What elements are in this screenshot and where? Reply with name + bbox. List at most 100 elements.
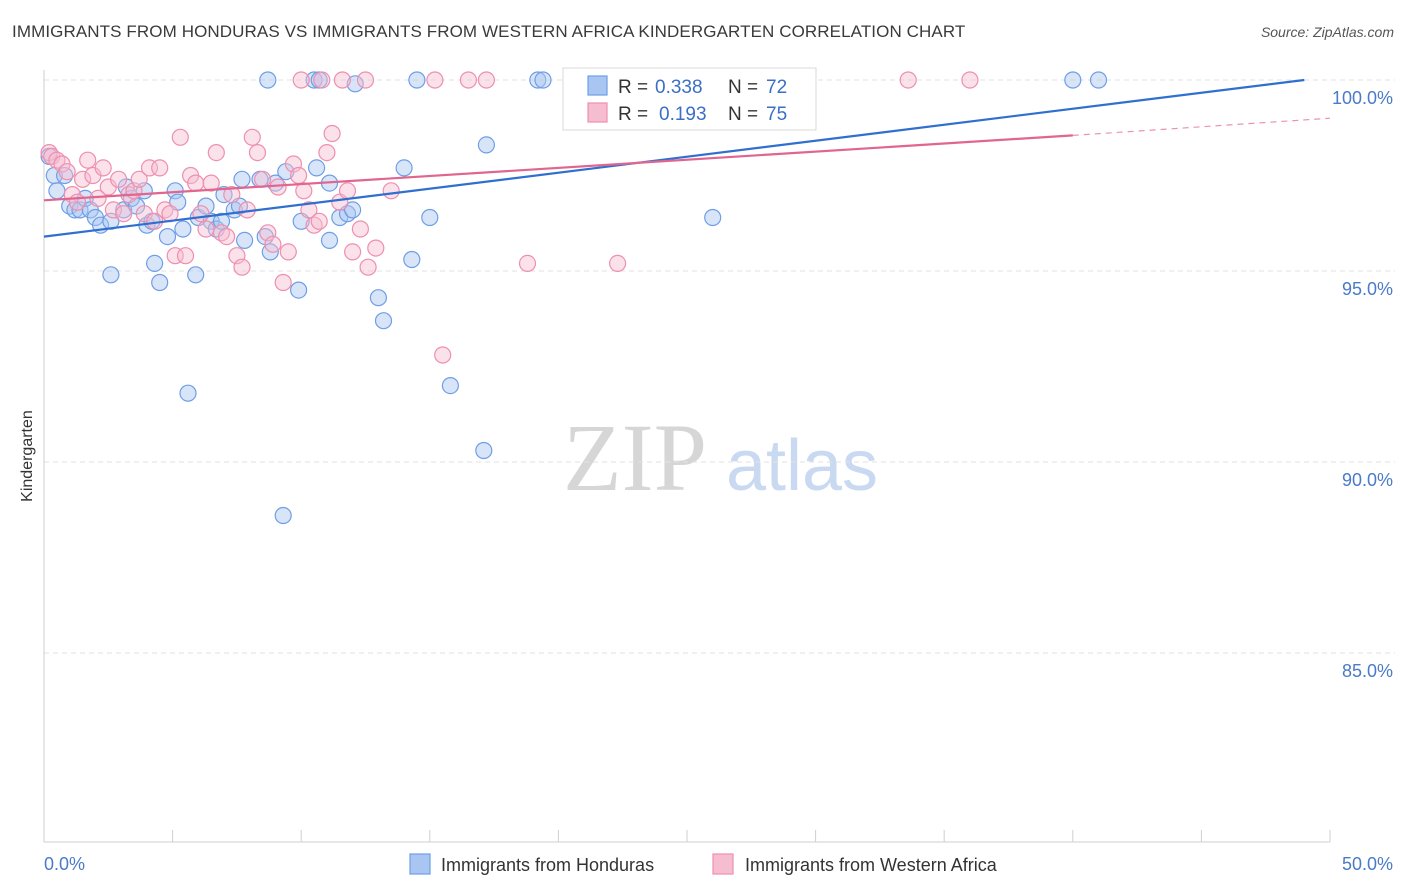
point-s1-61: [367, 239, 385, 257]
legend-swatch-western-africa: [712, 853, 734, 875]
point-s0-66: [534, 71, 552, 89]
y-tick-label-0: 100.0%: [1332, 88, 1393, 108]
point-s1-65: [608, 254, 627, 272]
point-s1-51: [300, 201, 318, 219]
point-s1-31: [197, 220, 215, 238]
stats-swatch-honduras: [587, 75, 608, 96]
point-s0-44: [290, 281, 308, 299]
point-s1-30: [192, 205, 210, 223]
point-s1-15: [115, 205, 133, 223]
point-s1-50: [295, 182, 313, 200]
point-s1-67: [313, 71, 331, 89]
stats-r-label-honduras: R =: [618, 77, 648, 98]
stats-n-label-western-africa: N =: [728, 104, 758, 125]
point-s0-52: [369, 289, 387, 307]
point-s0-59: [477, 136, 495, 154]
scatter-points: [40, 71, 1108, 525]
point-s1-36: [223, 186, 241, 204]
point-s0-27: [187, 266, 205, 284]
point-s1-57: [338, 182, 357, 200]
point-s1-70: [426, 71, 444, 89]
point-s1-32: [202, 174, 220, 192]
point-s1-29: [187, 174, 205, 192]
point-s0-57: [441, 377, 459, 395]
stats-r-label-western-africa: R =: [618, 104, 648, 125]
watermark: ZIP atlas: [563, 404, 878, 511]
point-s1-7: [73, 170, 92, 188]
point-s1-33: [207, 144, 225, 162]
point-s0-65: [529, 71, 547, 89]
trend-line-dashed-1: [1072, 117, 1331, 136]
legend-label-western-africa: Immigrants from Western Africa: [745, 855, 998, 875]
point-s1-54: [318, 144, 336, 162]
point-s0-70: [1064, 71, 1082, 89]
y-tick-label-1: 95.0%: [1342, 279, 1393, 299]
point-s1-63: [434, 346, 452, 364]
point-s1-66: [292, 71, 310, 89]
point-s1-11: [94, 159, 112, 177]
stats-legend: R = 0.338 N = 72 R = 0.193 N = 75: [562, 67, 817, 131]
point-s0-37: [233, 170, 251, 188]
gridlines: [44, 79, 1395, 654]
point-s1-14: [109, 170, 128, 188]
point-s1-44: [264, 235, 282, 253]
point-s1-71: [459, 71, 477, 89]
point-s1-18: [130, 170, 148, 188]
point-s1-64: [518, 254, 537, 272]
source-label: Source: ZipAtlas.com: [1260, 24, 1394, 40]
point-s0-53: [374, 312, 393, 330]
point-s0-42: [274, 506, 292, 525]
x-tick-label-0: 0.0%: [44, 854, 85, 874]
point-s1-42: [254, 170, 272, 188]
y-tick-label-3: 85.0%: [1342, 661, 1393, 681]
trend-line-0: [43, 78, 1305, 238]
watermark-atlas: atlas: [726, 426, 878, 506]
stats-r-value-western-africa: 0.193: [659, 104, 707, 125]
legend-swatch-honduras: [409, 853, 431, 875]
point-s1-60: [359, 258, 377, 276]
point-s0-60: [259, 71, 277, 89]
y-tick-labels: 100.0% 95.0% 90.0% 85.0%: [1332, 88, 1393, 681]
stats-n-value-western-africa: 75: [766, 104, 787, 125]
point-s0-21: [151, 273, 169, 292]
point-s0-51: [344, 201, 362, 219]
y-tick-label-2: 90.0%: [1342, 470, 1393, 490]
point-s0-2: [48, 182, 66, 200]
point-s1-8: [79, 151, 97, 169]
point-s0-22: [158, 228, 177, 246]
stats-r-value-honduras: 0.338: [655, 77, 703, 98]
point-s0-54: [395, 159, 413, 177]
stats-swatch-western-africa: [587, 102, 608, 123]
axes: [43, 70, 1331, 843]
x-tick-labels: 0.0% 50.0%: [44, 854, 1393, 874]
point-s0-56: [421, 208, 439, 227]
point-s1-6: [68, 193, 87, 211]
chart-title: IMMIGRANTS FROM HONDURAS VS IMMIGRANTS F…: [12, 22, 966, 41]
point-s0-26: [179, 384, 197, 402]
point-s1-38: [233, 258, 251, 276]
x-tick-label-1: 50.0%: [1342, 854, 1393, 874]
point-s1-26: [171, 128, 189, 146]
point-s1-68: [333, 71, 351, 89]
point-s1-20: [140, 159, 159, 177]
point-s1-41: [248, 144, 267, 162]
point-s1-73: [899, 71, 917, 89]
point-s1-13: [104, 201, 123, 219]
point-s0-64: [408, 71, 426, 89]
point-s0-63: [346, 75, 364, 93]
point-s0-58: [475, 441, 493, 460]
point-s1-46: [274, 273, 292, 292]
point-s0-71: [1089, 71, 1108, 89]
point-s1-4: [58, 163, 76, 181]
legend-label-honduras: Immigrants from Honduras: [441, 855, 654, 875]
point-s0-25: [174, 220, 192, 238]
point-s0-12: [102, 266, 120, 284]
point-s1-72: [477, 71, 495, 89]
point-s0-69: [704, 208, 722, 227]
stats-n-label-honduras: N =: [728, 77, 758, 98]
point-s1-53: [310, 212, 328, 230]
point-s1-47: [279, 243, 297, 261]
point-s1-58: [344, 243, 362, 261]
trend-lines: [43, 78, 1331, 238]
